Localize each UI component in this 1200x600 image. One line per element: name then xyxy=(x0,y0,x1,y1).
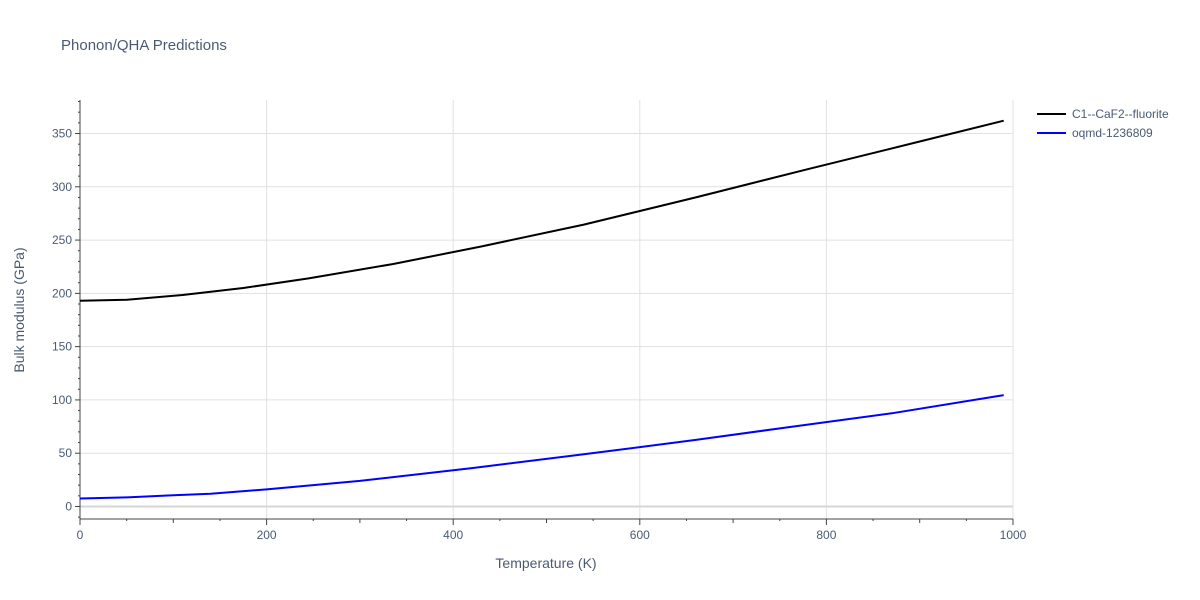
x-tick-label: 800 xyxy=(816,528,836,542)
x-tick-label: 1000 xyxy=(1000,528,1027,542)
grid xyxy=(80,100,1014,519)
legend-item-2[interactable]: oqmd-1236809 xyxy=(1037,126,1153,140)
x-tick-label: 200 xyxy=(257,528,277,542)
legend-label: oqmd-1236809 xyxy=(1072,126,1153,140)
y-axis-label: Bulk modulus (GPa) xyxy=(11,247,27,372)
x-tick-label: 600 xyxy=(630,528,650,542)
y-tick-label: 350 xyxy=(52,127,72,141)
y-tick-label: 300 xyxy=(52,180,72,194)
y-tick-label: 0 xyxy=(65,500,72,514)
y-tick-label: 50 xyxy=(59,446,73,460)
chart-title: Phonon/QHA Predictions xyxy=(61,37,227,54)
y-tick-label: 250 xyxy=(52,233,72,247)
plot-area xyxy=(79,119,1004,500)
legend[interactable]: C1--CaF2--fluorite oqmd-1236809 xyxy=(1037,107,1169,140)
axes: 0 200 400 600 800 1000 0 50 100 150 200 250 300 350 xyxy=(52,100,1027,542)
y-tick-label: 150 xyxy=(52,340,72,354)
y-tick-label: 200 xyxy=(52,286,72,300)
legend-item-1[interactable]: C1--CaF2--fluorite xyxy=(1037,107,1169,121)
x-tick-label: 0 xyxy=(77,528,84,542)
series-line-1[interactable] xyxy=(79,119,1004,302)
legend-label: C1--CaF2--fluorite xyxy=(1072,107,1169,121)
x-axis-label: Temperature (K) xyxy=(495,555,596,571)
y-tick-label: 100 xyxy=(52,393,72,407)
x-tick-label: 400 xyxy=(443,528,463,542)
series-line-2[interactable] xyxy=(79,394,1004,500)
